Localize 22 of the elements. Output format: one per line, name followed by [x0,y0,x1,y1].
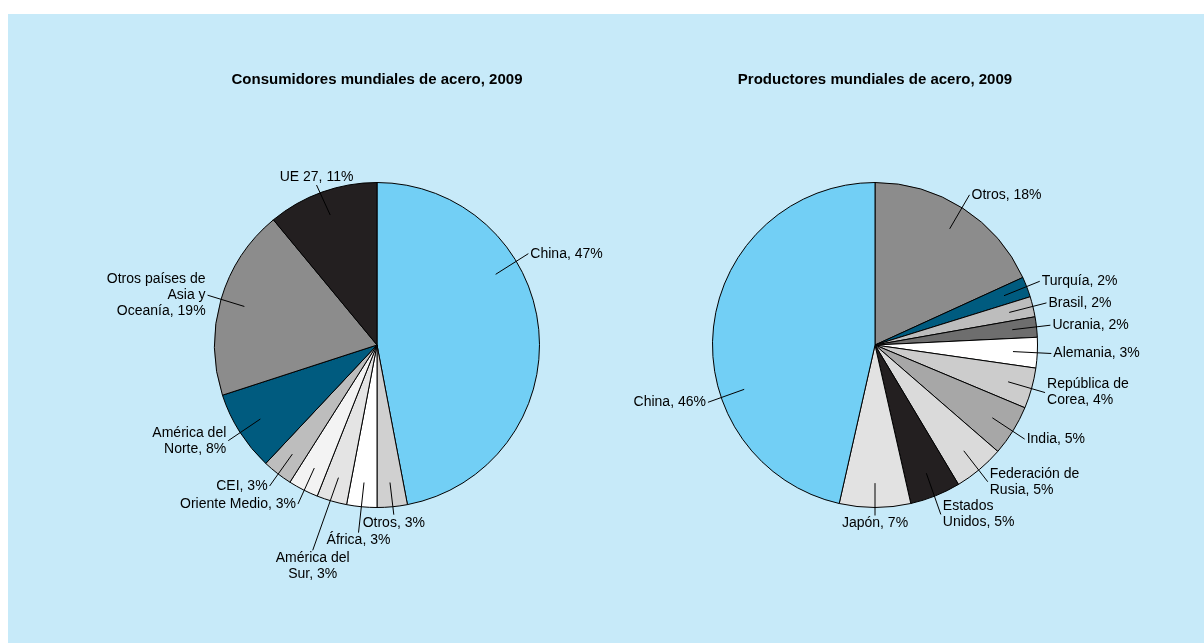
slice-label: América del Norte, 8% [152,423,227,456]
slice-label: Oriente Medio, 3% [180,494,296,511]
slice-label: América del Sur, 3% [275,549,350,582]
slice-label: Ucrania, 2% [1052,316,1129,333]
slice-label: África, 3% [326,531,391,548]
slice-label: India, 5% [1026,429,1086,446]
slice-label: China, 46% [633,393,706,410]
slice-label: Federación de Rusia, 5% [989,464,1080,497]
slice-label: Brasil, 2% [1048,293,1112,310]
chart-title: Consumidores mundiales de acero, 2009 [231,70,523,88]
slice-label: Estados Unidos, 5% [942,497,1015,530]
slice-label: Japón, 7% [841,514,909,531]
slice-label: UE 27, 11% [279,167,354,184]
chart-title: Productores mundiales de acero, 2009 [737,70,1013,88]
slice-label: Turquía, 2% [1041,272,1118,289]
slice-label: República de Corea, 4% [1047,375,1129,408]
slice-label: Alemania, 3% [1053,344,1140,361]
slice-label: China, 47% [530,244,603,261]
slice-label: CEI, 3% [216,476,268,493]
slice-label: Otros, 3% [362,513,425,530]
slice-label: Otros, 18% [971,185,1042,202]
slice-label: Otros países de Asia y Oceanía, 19% [106,270,206,319]
